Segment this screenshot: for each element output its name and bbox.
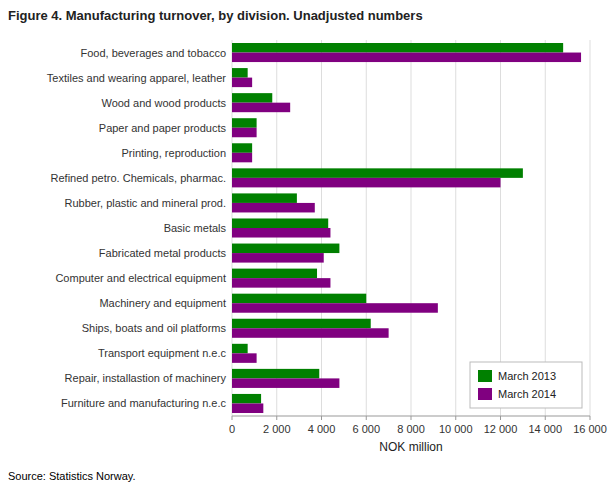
x-axis-line: [232, 416, 590, 417]
x-axis-label: NOK million: [379, 440, 442, 454]
bar: [232, 203, 315, 213]
tick-mark: [411, 416, 412, 420]
category-label: Food, beverages and tobacco: [80, 47, 226, 59]
tick-mark: [276, 416, 277, 420]
bars: [232, 43, 581, 413]
category-label: Transport equipment n.e.c: [98, 347, 226, 359]
bar: [232, 143, 252, 153]
category-label: Textiles and wearing apparel, leather: [47, 72, 227, 84]
tick-label: 0: [229, 423, 235, 435]
category-label: Furniture and manufacturing n.e.c: [61, 397, 227, 409]
category-label: Machinery and equipment: [99, 297, 226, 309]
bar: [232, 218, 328, 228]
category-label: Rubber, plastic and mineral prod.: [65, 197, 226, 209]
legend: March 2013 March 2014: [470, 362, 582, 408]
category-label: Repair, installastion of machinery: [65, 372, 227, 384]
tick-mark: [232, 416, 233, 420]
bar: [232, 378, 339, 388]
bar: [232, 43, 563, 53]
bar: [232, 328, 389, 338]
grid-line: [455, 40, 456, 416]
bar: [232, 394, 261, 404]
chart: Figure 4. Manufacturing turnover, by div…: [0, 0, 610, 488]
bar: [232, 228, 330, 238]
category-label: Paper and paper products: [99, 122, 227, 134]
tick-label: 12 000: [484, 423, 518, 435]
tick-label: 4 000: [308, 423, 336, 435]
bar: [232, 403, 263, 413]
bar: [232, 103, 290, 113]
bar: [232, 53, 581, 63]
legend-box: [470, 362, 582, 408]
tick-mark: [366, 416, 367, 420]
bar: [232, 278, 330, 288]
grid: [232, 40, 590, 416]
bar: [232, 344, 248, 354]
tick-mark: [321, 416, 322, 420]
legend-label: March 2014: [498, 388, 556, 400]
tick-label: 16 000: [573, 423, 607, 435]
y-ticks: Food, beverages and tobacco Textiles and …: [47, 47, 227, 410]
bar: [232, 294, 366, 304]
legend-label: March 2013: [498, 370, 556, 382]
grid-line: [366, 40, 367, 416]
bar: [232, 244, 339, 254]
grid-line: [411, 40, 412, 416]
tick-mark: [455, 416, 456, 420]
bar: [232, 68, 248, 78]
bar: [232, 118, 257, 128]
annotation: Source: Statistics Norway.: [8, 470, 136, 482]
category-label: Wood and wood products: [101, 97, 226, 109]
bar: [232, 319, 371, 329]
bar: [232, 369, 319, 379]
bar: [232, 153, 252, 163]
bar: [232, 168, 523, 178]
tick-mark: [590, 416, 591, 420]
bar: [232, 78, 252, 88]
grid-line: [500, 40, 501, 416]
category-label: Ships, boats and oil platforms: [82, 322, 227, 334]
tick-mark: [500, 416, 501, 420]
bar: [232, 353, 257, 363]
tick-label: 2 000: [263, 423, 291, 435]
bar: [232, 178, 501, 188]
grid-line: [545, 40, 546, 416]
category-label: Refined petro. Chemicals, pharmac.: [51, 172, 226, 184]
tick-label: 6 000: [352, 423, 380, 435]
bar: [232, 93, 272, 103]
tick-label: 10 000: [439, 423, 473, 435]
grid-line: [590, 40, 591, 416]
category-label: Fabricated metal products: [99, 247, 227, 259]
category-label: Basic metals: [164, 222, 227, 234]
bar: [232, 193, 297, 203]
bar: [232, 128, 257, 138]
category-label: Computer and electrical equipment: [55, 272, 226, 284]
title: Figure 4. Manufacturing turnover, by div…: [8, 8, 423, 23]
tick-label: 14 000: [528, 423, 562, 435]
legend-swatch: [478, 370, 492, 382]
bar: [232, 303, 438, 313]
category-label: Printing, reproduction: [121, 147, 226, 159]
bar: [232, 253, 324, 263]
tick-mark: [545, 416, 546, 420]
x-ticks: 0 2 000 4 000 6 000 8 000 10 000 12 000 14 000 1…: [229, 416, 607, 435]
legend-swatch: [478, 388, 492, 400]
bar: [232, 269, 317, 279]
tick-label: 8 000: [397, 423, 425, 435]
